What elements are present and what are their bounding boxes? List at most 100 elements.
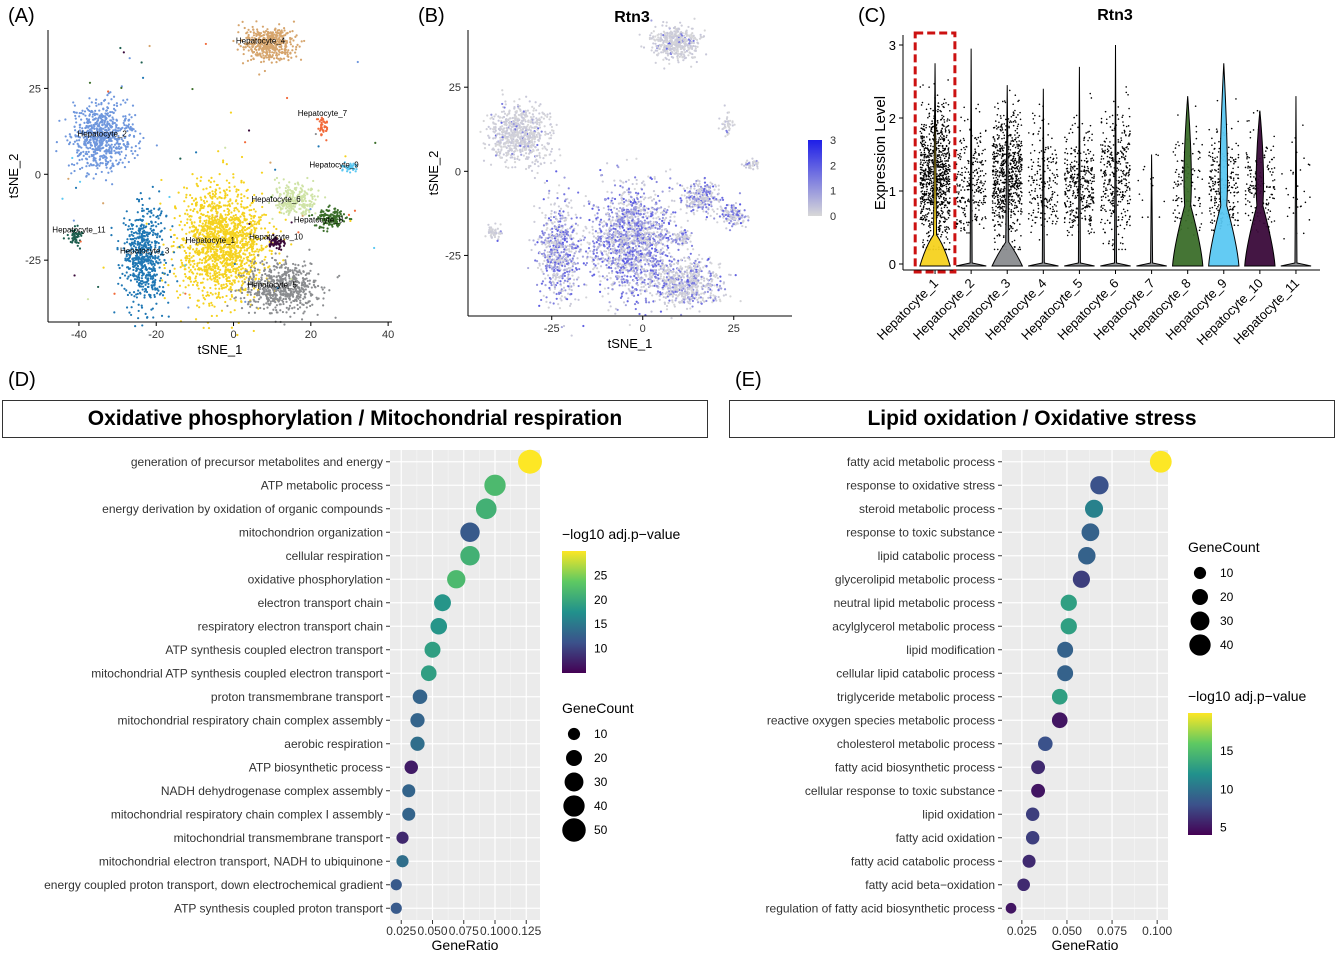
cell-point — [243, 26, 246, 30]
cell-point — [303, 282, 306, 285]
cell-point — [271, 47, 274, 50]
cell-point — [211, 216, 214, 219]
cell-point — [84, 152, 87, 155]
cell-point — [193, 280, 196, 283]
cell-point — [129, 260, 132, 263]
cell-point — [131, 243, 134, 246]
cell-point — [201, 289, 204, 292]
cell-point — [189, 268, 192, 272]
cell-point — [190, 215, 193, 218]
cell-point — [126, 238, 129, 241]
cell-point — [95, 122, 99, 125]
cell-point — [295, 295, 299, 298]
cell-point — [78, 111, 81, 115]
cell-point — [151, 288, 154, 291]
cell-point — [275, 204, 278, 207]
cell-point — [194, 251, 197, 254]
cell-point — [182, 246, 185, 249]
cell-point — [145, 260, 149, 263]
cell-point — [247, 290, 251, 293]
outlier-cell-point — [224, 146, 227, 149]
cell-point — [130, 146, 133, 149]
cell-point — [263, 227, 267, 230]
cell-point — [249, 30, 252, 33]
cell-point — [229, 285, 232, 289]
cell-point — [309, 269, 312, 272]
cell-point — [271, 243, 274, 246]
cell-point — [200, 212, 203, 216]
cell-point — [99, 155, 102, 158]
cell-point — [209, 196, 212, 199]
cell-point — [673, 199, 676, 203]
cell-point — [181, 228, 184, 231]
cell-point — [90, 164, 94, 167]
cell-point — [634, 215, 637, 218]
cell-point — [233, 225, 236, 228]
cell-point — [70, 136, 73, 139]
cell-point — [208, 203, 211, 206]
cell-point — [251, 51, 255, 54]
cell-point — [160, 314, 164, 317]
cell-point — [141, 231, 145, 234]
cell-point — [275, 266, 279, 269]
cell-point — [132, 231, 136, 235]
cell-point — [196, 177, 199, 180]
cell-point — [207, 263, 210, 266]
cell-point — [202, 277, 205, 280]
cell-point — [151, 260, 155, 263]
cell-point — [216, 255, 220, 258]
cell-point — [241, 243, 244, 247]
cell-point — [585, 261, 589, 265]
cell-point — [230, 274, 233, 277]
cell-point — [97, 125, 101, 128]
cell-point — [132, 128, 135, 131]
cell-point — [199, 216, 202, 219]
cell-point — [209, 209, 213, 212]
cell-point — [275, 304, 278, 307]
cell-point — [611, 202, 614, 205]
cell-point — [236, 256, 239, 259]
cell-point — [198, 251, 201, 254]
cell-point — [133, 264, 136, 267]
cell-point — [278, 303, 281, 306]
cell-point — [289, 43, 293, 46]
outlier-cell-point — [67, 177, 70, 180]
cell-point — [266, 30, 270, 34]
cell-point — [599, 265, 603, 268]
cell-point — [231, 216, 234, 219]
cell-point — [155, 292, 159, 295]
cell-point — [138, 291, 142, 294]
cell-point — [140, 269, 144, 273]
cell-point — [183, 249, 186, 253]
cell-point — [89, 146, 92, 149]
cell-point — [238, 265, 241, 268]
cell-point — [99, 161, 102, 165]
cell-point — [316, 284, 320, 288]
cell-point — [190, 271, 194, 274]
cell-point — [127, 119, 130, 122]
cell-point — [280, 47, 283, 51]
cell-point — [120, 146, 123, 149]
cell-point — [226, 207, 229, 211]
cell-point — [272, 225, 276, 228]
cell-point — [123, 157, 127, 160]
cell-point — [155, 225, 158, 228]
cell-point — [298, 190, 301, 193]
cell-point — [128, 218, 131, 222]
cell-point — [312, 280, 315, 284]
cell-point — [159, 212, 163, 215]
cell-point — [85, 165, 88, 168]
cell-point — [128, 267, 132, 270]
cell-point — [133, 237, 136, 240]
cell-point — [294, 263, 297, 266]
cell-point — [189, 244, 192, 248]
cell-point — [79, 123, 82, 126]
cell-point — [184, 275, 187, 278]
cell-point — [141, 272, 144, 275]
cell-point — [127, 160, 130, 164]
cell-point — [205, 268, 208, 271]
cell-point — [279, 309, 282, 312]
cell-point — [285, 300, 288, 303]
cell-point — [296, 286, 299, 289]
cell-point — [159, 292, 162, 295]
